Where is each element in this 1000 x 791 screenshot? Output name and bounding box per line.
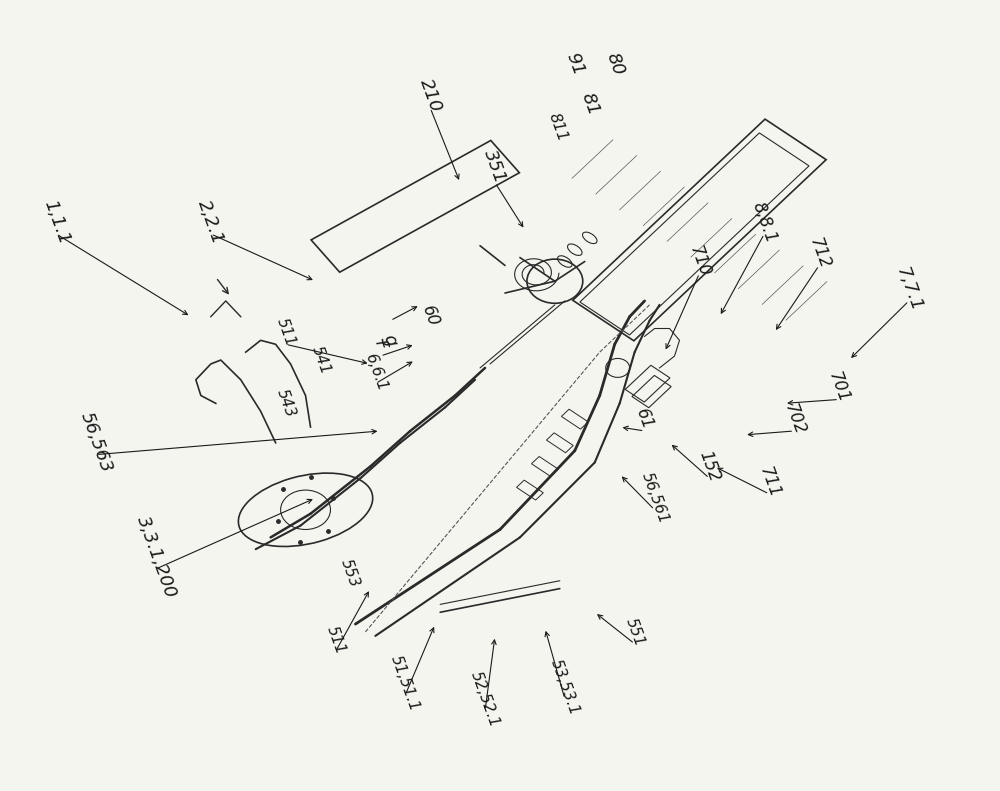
Text: 710: 710: [686, 244, 713, 279]
Text: 511: 511: [323, 623, 348, 657]
Text: 1,1.1: 1,1.1: [40, 198, 73, 247]
Text: 52,52.1: 52,52.1: [468, 669, 502, 729]
Text: 61: 61: [633, 406, 657, 432]
Text: 7,7.1: 7,7.1: [893, 264, 925, 314]
Text: 712: 712: [805, 236, 833, 271]
Text: 3,3.1,200: 3,3.1,200: [133, 513, 179, 600]
Text: 210: 210: [416, 77, 445, 115]
Text: 6,6.1: 6,6.1: [362, 351, 389, 393]
Text: 53,53.1: 53,53.1: [548, 657, 582, 717]
Text: 711: 711: [755, 464, 783, 500]
Text: 8,8.1: 8,8.1: [749, 199, 780, 245]
Text: 56,561: 56,561: [638, 470, 671, 526]
Text: 702: 702: [780, 401, 808, 437]
Text: 543: 543: [274, 387, 298, 420]
Text: F: F: [372, 338, 389, 351]
Text: 56,563: 56,563: [77, 410, 115, 475]
Text: 2,2.1: 2,2.1: [194, 198, 227, 247]
Text: 51,51.1: 51,51.1: [388, 653, 422, 713]
Text: 80: 80: [602, 51, 627, 78]
Text: 511: 511: [274, 316, 298, 349]
Text: 60: 60: [418, 304, 442, 330]
Text: 811: 811: [546, 112, 570, 144]
Text: 701: 701: [825, 369, 853, 406]
Text: 551: 551: [623, 615, 647, 649]
Text: 553: 553: [338, 557, 362, 589]
Text: 541: 541: [308, 344, 333, 377]
Text: 81: 81: [577, 90, 602, 118]
Text: 152: 152: [696, 448, 723, 485]
Text: 351: 351: [481, 148, 509, 186]
Text: g: g: [380, 332, 401, 349]
Text: 91: 91: [562, 51, 587, 78]
